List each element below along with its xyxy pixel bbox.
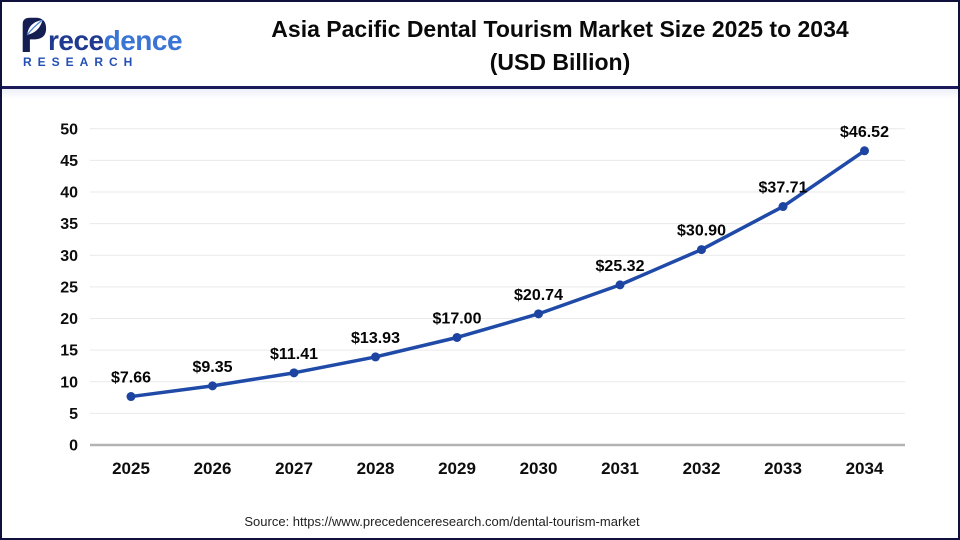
y-tick-label: 45 (60, 153, 78, 170)
x-tick-label: 2034 (846, 459, 884, 478)
data-point (452, 332, 462, 342)
x-tick-label: 2030 (520, 459, 558, 478)
logo-brand-tail: dence (103, 25, 183, 56)
chart-title-line1: Asia Pacific Dental Tourism Market Size … (271, 16, 849, 42)
x-tick-label: 2029 (438, 459, 476, 478)
x-tick-label: 2027 (275, 459, 313, 478)
data-point-label: $11.41 (270, 346, 318, 363)
logo-subtitle: RESEARCH (23, 55, 139, 69)
data-point-label: $9.35 (192, 359, 232, 376)
data-point (289, 368, 299, 378)
header: recedence RESEARCH Asia Pacific Dental T… (2, 2, 958, 89)
y-tick-label: 25 (60, 279, 78, 296)
y-tick-label: 10 (60, 374, 78, 391)
y-tick-label: 15 (60, 343, 78, 360)
data-point-label: $30.90 (677, 223, 726, 240)
y-tick-label: 50 (60, 121, 78, 138)
data-point (208, 381, 217, 391)
x-tick-label: 2028 (357, 459, 395, 478)
logo-brand-text: recedence (48, 25, 183, 56)
precedence-research-logo: recedence RESEARCH (20, 16, 183, 69)
data-point-label: $17.00 (433, 310, 482, 327)
x-tick-label: 2025 (112, 459, 150, 478)
y-tick-label: 40 (60, 185, 78, 202)
x-tick-label: 2033 (764, 459, 802, 478)
x-tick-label: 2026 (194, 459, 232, 478)
chart-title: Asia Pacific Dental Tourism Market Size … (172, 13, 948, 79)
data-point (534, 309, 543, 319)
x-tick-label: 2031 (601, 459, 639, 478)
x-tick-label: 2032 (683, 459, 721, 478)
data-point (615, 280, 625, 290)
logo-leaf-p-icon (22, 17, 47, 52)
y-tick-label: 35 (60, 216, 78, 233)
data-point (126, 392, 136, 402)
logo-brand-mid: rece (48, 25, 104, 56)
data-point-label: $13.93 (351, 330, 400, 347)
data-point-label: $37.71 (759, 180, 808, 197)
series-line (129, 149, 867, 399)
source-attribution: Source: https://www.precedenceresearch.c… (244, 514, 640, 529)
y-tick-label: 20 (60, 311, 78, 328)
data-point-label: $46.52 (840, 124, 889, 141)
data-point-label: $25.32 (596, 258, 645, 275)
data-point-label: $20.74 (514, 287, 563, 304)
y-tick-label: 30 (60, 248, 78, 265)
data-point (778, 202, 788, 212)
data-point (371, 352, 380, 362)
y-tick-label: 5 (69, 406, 78, 423)
y-tick-label: 0 (69, 438, 78, 455)
data-point (860, 146, 869, 156)
data-point-label: $7.66 (111, 370, 151, 387)
chart-title-line2: (USD Billion) (489, 49, 631, 75)
data-point (697, 245, 706, 255)
